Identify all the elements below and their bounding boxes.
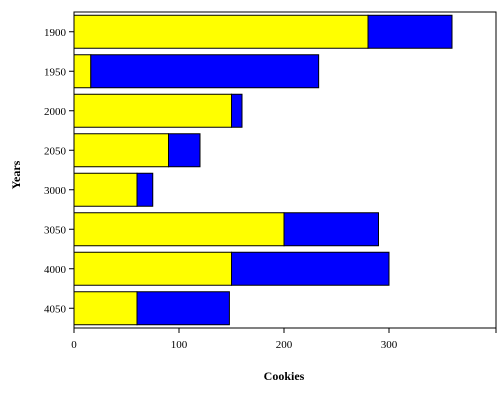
y-tick-label: 1950 [44, 66, 67, 78]
bar-segment-1900-series-1 [74, 15, 368, 48]
bars-group [74, 15, 452, 325]
y-tick-label: 4050 [44, 303, 67, 315]
y-tick-label: 1900 [44, 27, 67, 39]
bar-segment-4000-series-2 [232, 252, 390, 285]
bar-segment-2050-series-2 [169, 134, 201, 167]
x-tick-label: 0 [71, 339, 77, 351]
bar-segment-1900-series-2 [368, 15, 452, 48]
bar-segment-2000-series-1 [74, 94, 232, 127]
bar-segment-3000-series-1 [74, 173, 137, 206]
bar-segment-2000-series-2 [232, 94, 243, 127]
bar-segment-4050-series-1 [74, 292, 137, 325]
y-tick-label: 3050 [44, 224, 67, 236]
x-axis-title: Cookies [264, 369, 305, 383]
y-tick-label: 2000 [44, 106, 67, 118]
bar-segment-3050-series-2 [284, 213, 379, 246]
bar-segment-4000-series-1 [74, 252, 232, 285]
y-tick-label: 3000 [44, 185, 67, 197]
y-tick-label: 4000 [44, 264, 67, 276]
bar-segment-1950-series-2 [91, 55, 319, 88]
x-tick-label: 200 [276, 339, 293, 351]
x-tick-label: 300 [381, 339, 398, 351]
x-axis: 0 100 200 300 [71, 328, 496, 351]
bar-segment-2050-series-1 [74, 134, 169, 167]
bar-segment-4050-series-2 [137, 292, 229, 325]
x-tick-label: 100 [171, 339, 188, 351]
bar-segment-1950-series-1 [74, 55, 91, 88]
y-tick-label: 2050 [44, 145, 67, 157]
bar-segment-3050-series-1 [74, 213, 284, 246]
y-axis: 1900 1950 2000 2050 3000 3050 4000 4050 [44, 27, 74, 316]
bar-segment-3000-series-2 [137, 173, 153, 206]
y-axis-title: Years [9, 160, 23, 189]
